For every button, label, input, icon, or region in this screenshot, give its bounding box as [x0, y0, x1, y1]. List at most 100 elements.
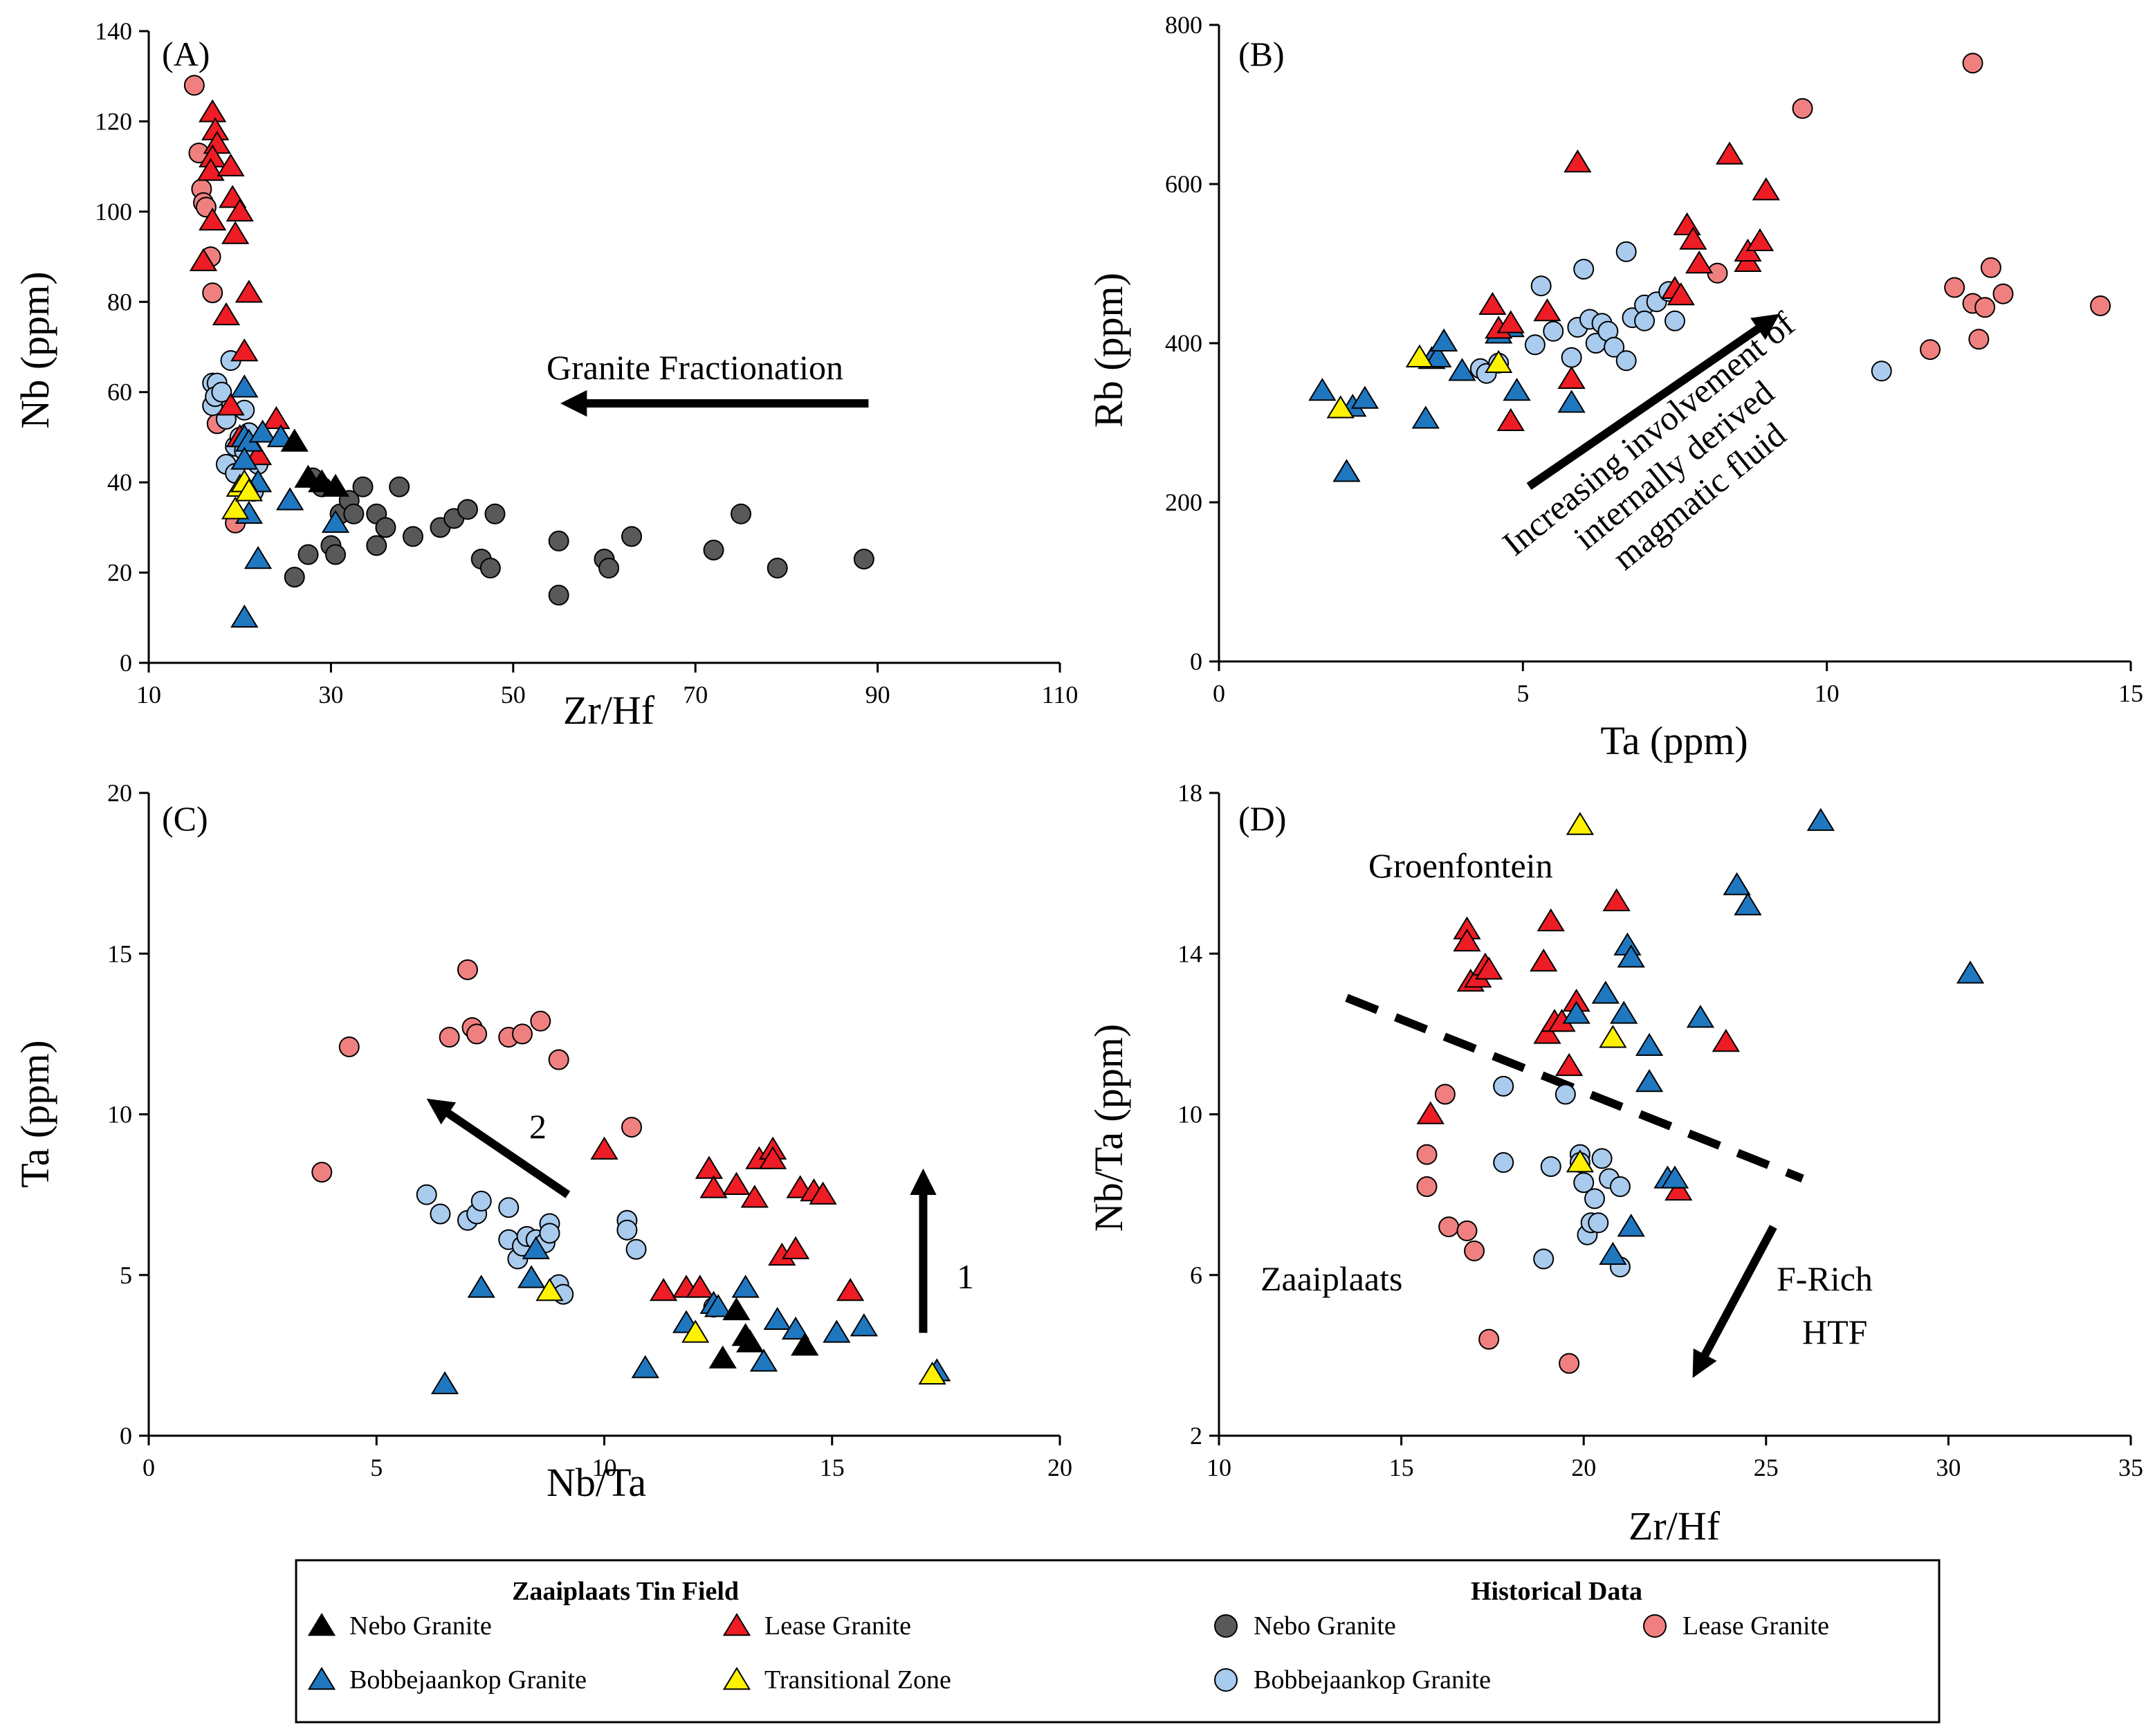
panel-d-point-bobbe_hist: [1533, 1248, 1555, 1270]
arrow-1-label: 1: [957, 1257, 974, 1296]
panel-c-point-lease_hist: [338, 1036, 360, 1057]
legend-item: Nebo Granite: [307, 1611, 492, 1641]
panel-b-y-axis-title: Rb (ppm): [1086, 273, 1131, 428]
panel-a-point-lease_zaai: [217, 153, 245, 176]
panel-a-x-tick-label: 10: [136, 681, 161, 709]
panel-b-x-axis-title: Ta (ppm): [1600, 718, 1748, 763]
panel-b-point-bobbe_hist: [1615, 241, 1637, 262]
legend: Zaaiplaats Tin Field Historical Data Neb…: [295, 1559, 1941, 1724]
panel-d-point-bobbe_zaai: [1617, 944, 1645, 968]
panel-a-point-lease_hist: [202, 282, 223, 304]
panel-b-point-bobbe_zaai: [1424, 344, 1452, 367]
panel-d-point-bobbe_zaai: [1562, 1001, 1590, 1024]
panel-c-point-lease_zaai: [649, 1278, 678, 1301]
panel-b-point-lease_hist: [2090, 295, 2111, 316]
panel-b-point-bobbe_zaai: [1308, 378, 1337, 401]
panel-c-point-bobbe_zaai: [731, 1274, 760, 1298]
panel-c-point-bobbe_zaai: [749, 1349, 778, 1372]
panel-c-point-nebo_zaai: [791, 1333, 819, 1356]
panel-b-point-lease_zaai: [1685, 250, 1714, 274]
zaaiplaats-label: Zaaiplaats: [1260, 1259, 1402, 1298]
panel-c-y-tick-label: 15: [107, 940, 132, 967]
panel-a-y-tick-label: 0: [120, 649, 132, 677]
panel-a-series-nebo_hist: [284, 467, 874, 606]
panel-d-series-bobbe_hist: [1493, 1075, 1631, 1278]
panel-a-x-tick-label: 110: [1042, 681, 1079, 709]
panel-b-point-bobbe_hist: [1530, 275, 1552, 297]
panel-a-label: (A): [162, 35, 210, 73]
panel-a-point-lease_zaai: [199, 99, 227, 122]
panel-a-point-nebo_hist: [457, 499, 478, 520]
panel-d-point-lease_zaai: [1533, 1021, 1561, 1044]
panel-c-point-bobbe_hist: [616, 1219, 638, 1241]
legend-marker-trans_zaai: [722, 1667, 751, 1690]
panel-a-point-nebo_hist: [375, 517, 396, 538]
panel-b-point-trans_zaai: [1405, 344, 1434, 367]
panel-a-point-trans_zaai: [221, 496, 250, 520]
panel-d-label: (D): [1238, 799, 1286, 838]
legend-item: Transitional Zone: [722, 1665, 951, 1694]
panel-b-series-lease_zaai: [1478, 141, 1780, 431]
panel-b: 0 5 10 15 0 200 400 600 800 (B) Ta (ppm) Rb (ppm…: [1086, 11, 2143, 763]
panel-a-point-lease_zaai: [196, 158, 225, 181]
panel-d-series-lease_hist: [1416, 1084, 1580, 1374]
panel-a: 10 30 50 70 90 110 0 20 40 60 80 100 120 140 (A) Zr/H…: [12, 17, 1078, 733]
panel-a-y-axis-title: Nb (ppm): [12, 271, 57, 428]
panel-c-x-tick-label: 5: [370, 1454, 383, 1481]
panel-a-series-nebo_zaai: [280, 428, 350, 497]
panel-b-point-lease_zaai: [1557, 365, 1586, 390]
panel-a-point-nebo_hist: [767, 558, 788, 579]
panel-c-point-bobbe_zaai: [631, 1355, 659, 1378]
panel-b-point-bobbe_zaai: [1503, 378, 1531, 401]
panel-a-x-tick-label: 50: [501, 681, 526, 709]
panel-b-point-bobbe_zaai: [1557, 390, 1586, 413]
panel-d-point-trans_zaai: [1566, 812, 1595, 835]
panel-a-y-tick-label: 120: [95, 107, 132, 135]
panel-d-point-bobbe_hist: [1573, 1172, 1595, 1194]
panel-a-point-nebo_hist: [484, 503, 506, 524]
groenfontein-label: Groenfontein: [1368, 846, 1553, 885]
panel-a-series-trans_zaai: [221, 469, 264, 520]
panel-a-point-nebo_hist: [402, 526, 423, 547]
panel-d-point-lease_hist: [1559, 1353, 1580, 1374]
panel-d-point-bobbe_hist: [1609, 1176, 1631, 1198]
panel-d-point-lease_hist: [1438, 1216, 1460, 1238]
panel-b-x-tick-label: 15: [2118, 679, 2143, 707]
panel-d-series-bobbe_zaai: [1562, 807, 1985, 1265]
panel-b-point-bobbe_hist: [1871, 360, 1892, 382]
panel-a-point-lease_zaai: [217, 392, 245, 416]
legend-item-label: Lease Granite: [764, 1611, 911, 1641]
panel-a-x-tick-label: 70: [683, 681, 708, 709]
panel-a-point-nebo_zaai: [321, 473, 350, 497]
panel-c-point-lease_hist: [621, 1117, 643, 1138]
panel-d-point-bobbe_zaai: [1660, 1165, 1689, 1189]
panel-b-point-lease_zaai: [1496, 408, 1525, 431]
panel-c-arrow-1: [426, 1098, 571, 1198]
panel-b-point-bobbe_hist: [1604, 336, 1625, 358]
panel-b-point-bobbe_hist: [1573, 259, 1595, 280]
panel-a-point-nebo_hist: [479, 558, 501, 579]
htf-label: HTF: [1802, 1313, 1867, 1351]
panel-c-point-lease_zaai: [781, 1236, 810, 1259]
panel-b-point-bobbe_hist: [1634, 310, 1656, 331]
panel-c-x-tick-label: 15: [820, 1454, 845, 1481]
panel-d: 10 15 20 25 30 35 2 6 10 14 18 (D) Zr/Hf Nb/Ta (pp…: [1086, 779, 2143, 1548]
panel-d-point-lease_zaai: [1537, 908, 1565, 932]
panel-b-point-lease_zaai: [1496, 310, 1525, 334]
panel-a-point-bobbe_zaai: [275, 487, 304, 511]
arrow-2-label: 2: [529, 1107, 547, 1146]
panel-d-point-bobbe_zaai: [1635, 1069, 1664, 1093]
panel-c-x-axis-title: Nb/Ta: [547, 1460, 646, 1505]
panel-c-point-bobbe_zaai: [467, 1274, 495, 1298]
panel-b-y-tick-label: 0: [1190, 648, 1202, 675]
panel-d-point-lease_zaai: [1453, 928, 1481, 952]
panel-c-point-bobbe_zaai: [850, 1313, 878, 1337]
panel-d-point-bobbe_zaai: [1599, 1241, 1627, 1265]
panel-c-point-bobbe_hist: [625, 1239, 647, 1260]
panel-a-point-nebo_hist: [284, 567, 305, 588]
panel-c-point-lease_hist: [457, 959, 478, 980]
panel-d-point-bobbe_hist: [1555, 1084, 1576, 1105]
panel-d-point-bobbe_hist: [1584, 1188, 1606, 1209]
legend-marker-bobbe_hist: [1214, 1668, 1238, 1692]
